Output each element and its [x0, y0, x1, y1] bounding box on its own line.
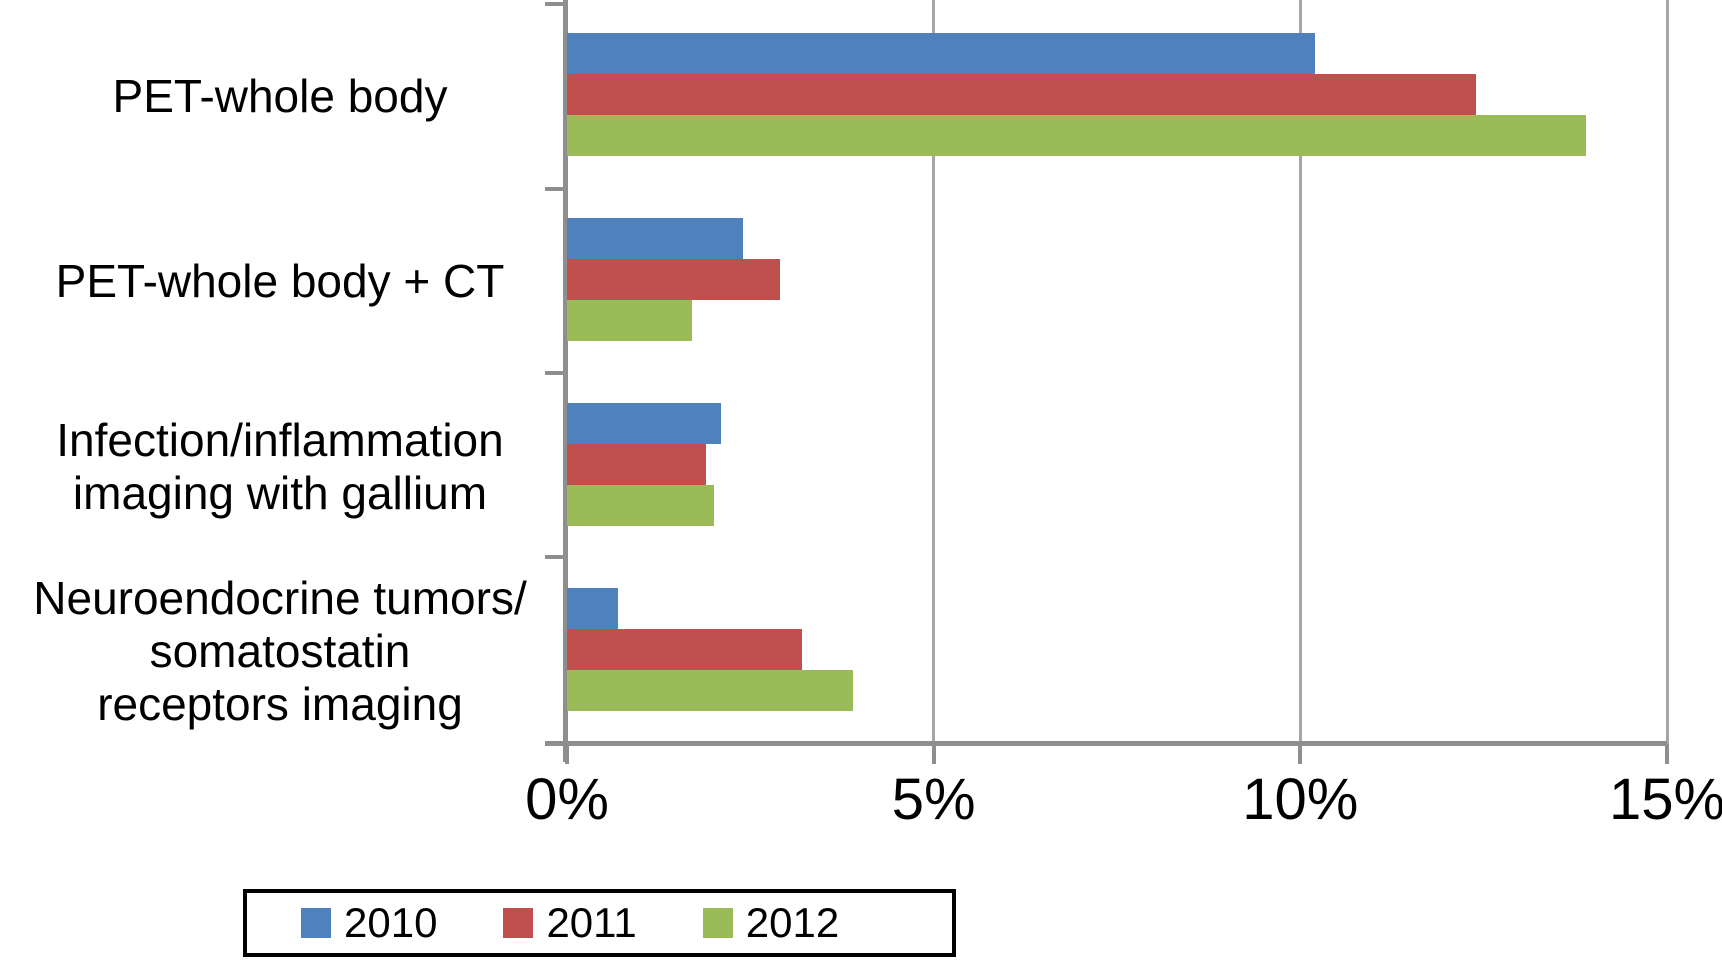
value-tick-15pct	[1665, 744, 1669, 764]
category-label-line: Infection/inflammation	[56, 413, 504, 466]
category-tick-0	[545, 2, 567, 6]
legend-item-2011: 2011	[503, 899, 637, 946]
category-label-line: receptors imaging	[97, 678, 463, 730]
value-axis-line	[545, 741, 1667, 746]
category-label-2: Infection/inflammation imaging with galli…	[30, 374, 530, 559]
x-tick-label-15%: 15%	[1608, 767, 1722, 832]
value-tick-0pct	[565, 744, 569, 764]
legend-label-2012: 2012	[745, 899, 840, 946]
gridline-15pct	[1665, 0, 1669, 758]
legend-swatch-2011	[503, 908, 534, 938]
legend: 2010 2011 2012	[243, 889, 956, 957]
gridline-5pct	[932, 0, 936, 758]
bar-2011-cat3	[567, 629, 802, 670]
x-tick-label-5%: 5%	[891, 767, 976, 832]
bar-2011-cat1	[567, 259, 780, 300]
category-label-0: PET-whole body	[30, 4, 530, 189]
legend-swatch-2010	[301, 908, 331, 938]
x-tick-label-10%: 10%	[1242, 767, 1359, 832]
legend-swatch-2012	[702, 908, 733, 938]
bar-2010-cat0	[567, 33, 1315, 74]
bar-2012-cat0	[567, 115, 1587, 156]
bar-2011-cat2	[567, 444, 707, 485]
legend-label-2010: 2010	[344, 899, 438, 946]
category-tick-3	[545, 555, 567, 559]
x-tick-label-0%: 0%	[525, 767, 609, 832]
category-label-line: PET-whole body	[112, 70, 448, 122]
bar-2010-cat3	[567, 588, 619, 629]
bar-2012-cat2	[567, 485, 714, 526]
value-tick-5pct	[931, 744, 936, 764]
category-label-3: Neuroendocrine tumors/somatostatin recept…	[30, 559, 530, 744]
bar-2011-cat0	[567, 74, 1477, 115]
category-tick-1	[545, 187, 567, 191]
category-label-line: Neuroendocrine tumors/	[33, 572, 527, 624]
category-label-line: somatostatin	[149, 625, 411, 677]
gridline-10pct	[1298, 0, 1302, 758]
bar-2012-cat1	[567, 300, 692, 341]
bar-2010-cat2	[567, 403, 721, 444]
category-label-1: PET-whole body + CT	[30, 189, 530, 374]
value-tick-10pct	[1298, 744, 1303, 764]
category-axis-line	[563, 0, 568, 762]
category-tick-2	[545, 371, 567, 375]
legend-item-2010: 2010	[301, 902, 437, 944]
category-label-line: imaging with gallium	[72, 466, 488, 519]
category-label-line: PET-whole body + CT	[55, 255, 505, 307]
legend-label-2011: 2011	[546, 899, 637, 946]
legend-item-2012: 2012	[702, 899, 840, 946]
bar-2010-cat1	[567, 218, 743, 259]
bar-2012-cat3	[567, 670, 853, 711]
